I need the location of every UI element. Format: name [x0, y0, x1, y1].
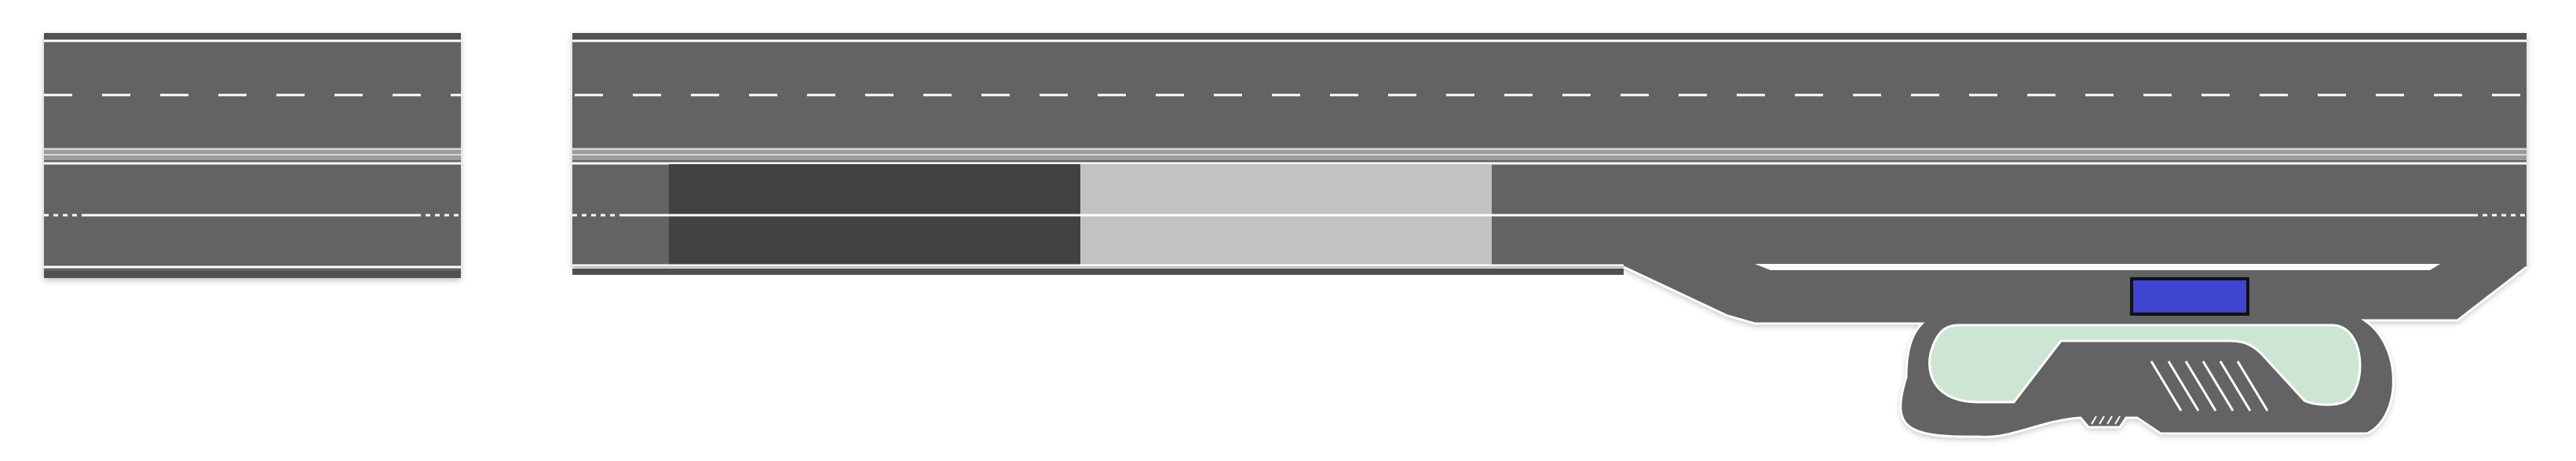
- short-road-markings: [44, 33, 461, 278]
- ramp-outline: [1623, 265, 2527, 438]
- island-shape: [1928, 324, 2362, 406]
- long-road-markings: [572, 33, 2527, 438]
- short-road-top-edge: [44, 33, 461, 40]
- long-road-top-edge: [572, 33, 2527, 40]
- long-road-bottom-edge: [572, 269, 1624, 275]
- vehicle[interactable]: [2130, 277, 2249, 316]
- traffic-island: [1928, 324, 2362, 425]
- ramp-ticks: [2091, 415, 2121, 425]
- ramp-separator: [1755, 264, 2440, 270]
- island-hatching: [2150, 360, 2269, 412]
- short-road-bottom-edge: [44, 271, 461, 278]
